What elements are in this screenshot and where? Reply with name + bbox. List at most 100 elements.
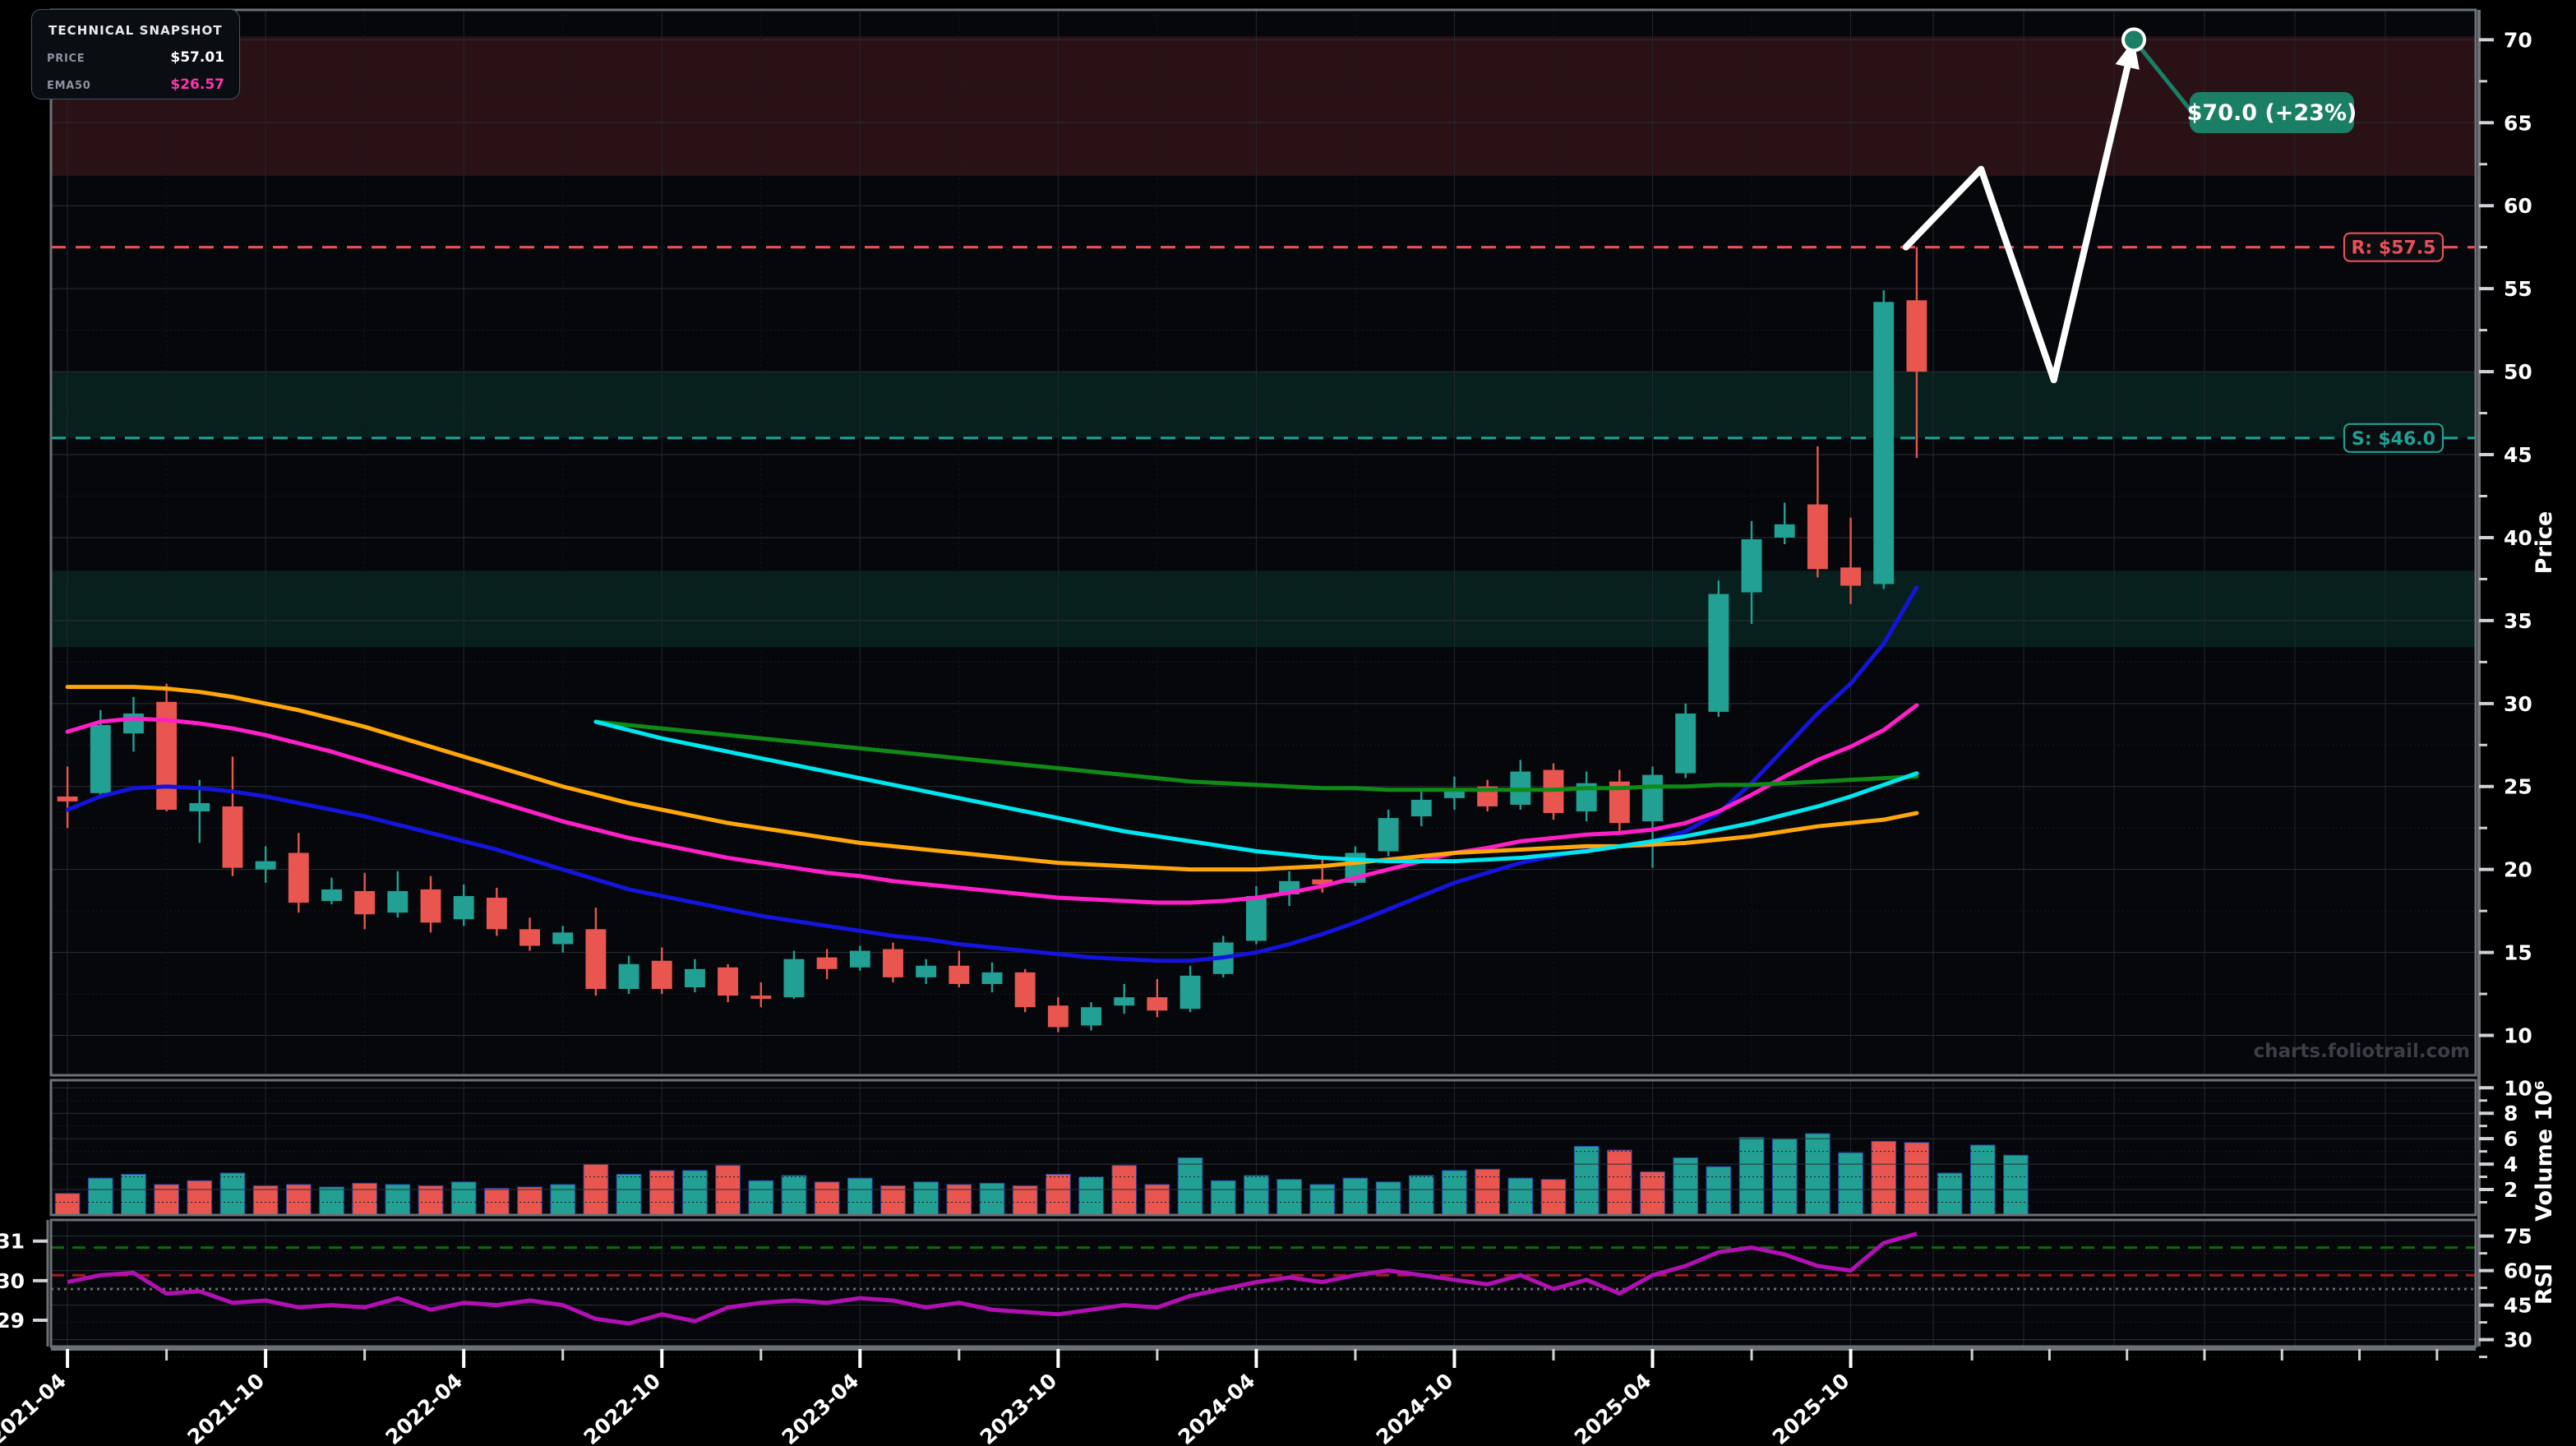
technical-snapshot-panel: TECHNICAL SNAPSHOT PRICE $57.01 EMA50 $2…	[31, 9, 240, 99]
volume-bar	[1771, 1138, 1798, 1216]
candle	[1675, 703, 1697, 778]
candle	[849, 945, 870, 971]
zone-band-support-1	[51, 372, 2476, 438]
candle-body	[718, 967, 739, 996]
x-axis-tick-label: 2025-04	[1570, 1369, 1656, 1446]
volume-bar	[946, 1184, 972, 1216]
volume-bar	[187, 1180, 213, 1216]
volume-bar	[450, 1181, 477, 1216]
candle-body	[255, 861, 276, 870]
snapshot-row-price: PRICE $57.01	[47, 49, 224, 66]
candle	[1741, 520, 1762, 624]
volume-bar	[1111, 1165, 1138, 1216]
volume-tick-label: 2	[2504, 1178, 2518, 1202]
candle	[552, 926, 574, 953]
candle-body	[1741, 538, 1762, 593]
snapshot-value-ema50: $26.57	[170, 76, 224, 93]
volume-bar	[1904, 1142, 1930, 1216]
volume-bar	[748, 1180, 774, 1216]
projection-segment-1	[1978, 165, 2057, 384]
volume-tick-label: 10	[2504, 1076, 2532, 1100]
price-tick-label: 10	[2504, 1024, 2532, 1048]
rsi-axis-title: RSI	[2532, 1264, 2557, 1305]
volume-bar	[1573, 1145, 1600, 1216]
volume-bar	[1969, 1144, 1996, 1216]
candle	[222, 756, 243, 876]
volume-axis-title: Volume 10⁶	[2532, 1080, 2557, 1222]
candle-body	[1906, 300, 1927, 372]
panel-border-rsi	[49, 1218, 2477, 1348]
volume-bar	[1706, 1166, 1732, 1216]
candle	[1840, 517, 1862, 604]
projection-segment-0	[1902, 165, 1985, 251]
candle-body	[1014, 972, 1036, 1008]
candle-body	[1708, 594, 1729, 712]
price-tick-label: 35	[2504, 609, 2532, 633]
candle	[883, 942, 903, 982]
volume-bar	[121, 1173, 146, 1216]
candle-body	[453, 895, 474, 920]
candle	[949, 950, 970, 988]
volume-bar	[1838, 1152, 1863, 1216]
volume-bar	[1045, 1173, 1071, 1216]
level-tag-label: R: $57.5	[2352, 238, 2436, 259]
price-tick-label: 55	[2504, 277, 2532, 301]
price-tick-label: 40	[2504, 526, 2532, 550]
candle-body	[1114, 997, 1135, 1006]
candle	[1906, 247, 1927, 459]
candle-body	[783, 959, 805, 998]
x-axis-tick-label: 2023-10	[976, 1369, 1062, 1446]
level-tag-box	[2343, 423, 2444, 453]
volume-bar	[682, 1170, 708, 1216]
candle	[816, 949, 838, 979]
candle-body	[849, 950, 870, 968]
volume-bar	[1309, 1184, 1336, 1216]
volume-bar	[1177, 1157, 1203, 1216]
volume-bar	[1375, 1181, 1401, 1216]
rsi-tick-label: 60	[2504, 1259, 2532, 1283]
candle	[387, 871, 409, 918]
price-tick-label: 25	[2504, 775, 2532, 799]
candle-body	[684, 968, 705, 988]
candle	[783, 950, 805, 1000]
volume-bar	[1210, 1180, 1236, 1216]
volume-bar	[219, 1172, 246, 1216]
volume-bar	[252, 1185, 279, 1216]
volume-bar	[979, 1182, 1005, 1216]
volume-bar	[1540, 1179, 1567, 1216]
candle-body	[288, 852, 309, 903]
panel-border-volume	[49, 1079, 2477, 1217]
candle	[1180, 965, 1201, 1013]
volume-bar	[847, 1177, 873, 1216]
zone-band-resistance-0	[51, 36, 2476, 176]
x-axis-tick-label: 2024-10	[1372, 1369, 1458, 1446]
candle	[453, 884, 474, 926]
x-axis-tick-label: 2022-10	[579, 1369, 666, 1446]
x-axis-tick-label: 2021-10	[182, 1369, 269, 1446]
volume-bar	[1408, 1175, 1434, 1216]
ma-line-MA-cyan	[593, 719, 1919, 864]
price-tick-label: 45	[2504, 443, 2532, 467]
candle-body	[189, 802, 210, 812]
volume-bar	[1738, 1137, 1765, 1216]
candle	[1410, 789, 1432, 827]
candle	[981, 962, 1003, 993]
candle-body	[387, 890, 409, 913]
snapshot-value-price: $57.01	[170, 49, 224, 66]
volume-tick-label: 6	[2504, 1127, 2518, 1151]
ma-line-MA-green	[593, 719, 1919, 792]
price-tick-label: 70	[2504, 28, 2532, 52]
volume-bar	[1144, 1184, 1170, 1216]
candle-body	[519, 929, 540, 946]
candle	[1378, 810, 1399, 857]
candle-body	[949, 965, 970, 984]
target-leader-line	[2132, 38, 2192, 112]
projection-segment-2	[2050, 36, 2138, 384]
candle	[684, 959, 705, 993]
rsi-left-tick-label: 29	[0, 1309, 25, 1333]
candle	[90, 709, 111, 798]
target-marker-dot	[2121, 27, 2147, 53]
x-axis-tick-label: 2021-04	[0, 1369, 71, 1446]
candle	[519, 917, 540, 951]
